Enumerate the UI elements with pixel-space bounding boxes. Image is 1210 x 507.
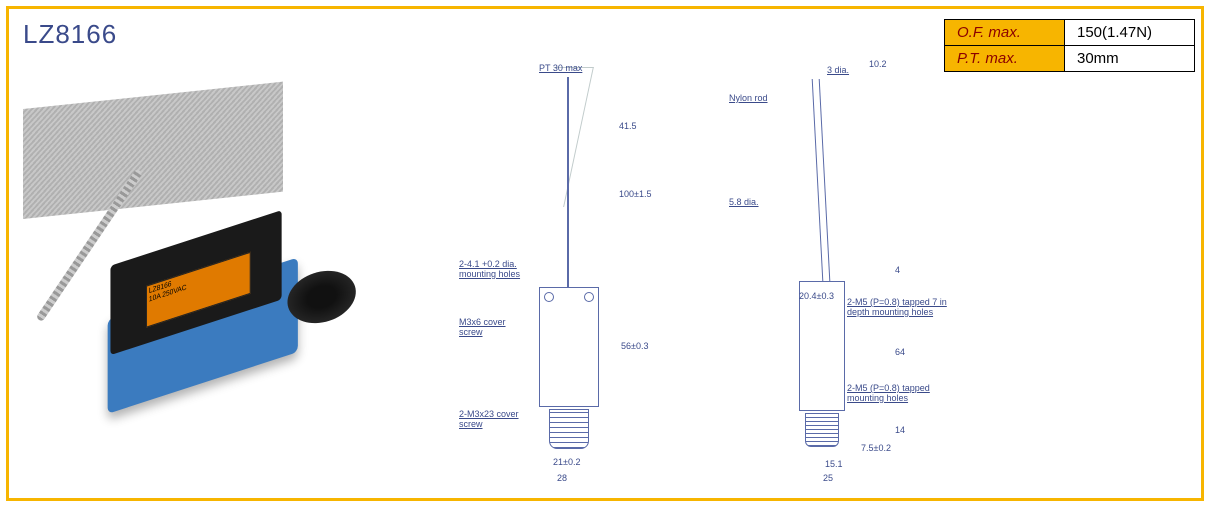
spec-label-pt: P.T. max. bbox=[945, 46, 1065, 72]
body-outline bbox=[539, 287, 599, 407]
dim-25: 25 bbox=[823, 473, 833, 483]
dim-pt-max: PT 30 max bbox=[539, 63, 582, 73]
dim-28: 28 bbox=[557, 473, 567, 483]
spec-table: O.F. max. 150(1.47N) P.T. max. 30mm bbox=[944, 19, 1195, 72]
dim-m3x6: M3x6 cover screw bbox=[459, 317, 529, 337]
photo-background-cable bbox=[23, 82, 283, 219]
dim-10-2: 10.2 bbox=[869, 59, 887, 69]
spec-value-of: 150(1.47N) bbox=[1065, 20, 1195, 46]
dim-m3x23: 2-M3x23 cover screw bbox=[459, 409, 529, 429]
datasheet-frame: LZ8166 O.F. max. 150(1.47N) P.T. max. 30… bbox=[6, 6, 1204, 501]
table-row: O.F. max. 150(1.47N) bbox=[945, 20, 1195, 46]
dim-56: 56±0.3 bbox=[621, 341, 648, 351]
dim-15-1: 15.1 bbox=[825, 459, 843, 469]
dim-mounting-holes: 2-4.1 +0.2 dia. mounting holes bbox=[459, 259, 549, 279]
limit-switch-illustration: LZ8166 10A 250VAC bbox=[75, 199, 331, 410]
dim-100: 100±1.5 bbox=[619, 189, 651, 199]
side-view-drawing: 3 dia. 10.2 Nylon rod 5.8 dia. 20.4±0.3 … bbox=[719, 59, 939, 479]
front-view-drawing: PT 30 max 41.5 100±1.5 2-4.1 +0.2 dia. m… bbox=[479, 59, 679, 479]
product-photo: LZ8166 10A 250VAC bbox=[23, 109, 423, 429]
dim-41-5: 41.5 bbox=[619, 121, 637, 131]
dim-14: 14 bbox=[895, 425, 905, 435]
dim-7-5: 7.5±0.2 bbox=[861, 443, 891, 453]
spec-label-of: O.F. max. bbox=[945, 20, 1065, 46]
side-coil-outline bbox=[805, 413, 839, 447]
dim-5-8dia: 5.8 dia. bbox=[729, 197, 759, 207]
rod-line bbox=[567, 77, 569, 287]
dim-21: 21±0.2 bbox=[553, 457, 580, 467]
dim-3dia: 3 dia. bbox=[827, 65, 849, 75]
part-number-title: LZ8166 bbox=[23, 19, 117, 50]
rod-flex-lines bbox=[524, 67, 594, 207]
dim-tapped-2: 2-M5 (P=0.8) tapped mounting holes bbox=[847, 383, 957, 403]
coil-outline bbox=[549, 409, 589, 449]
side-rod-line bbox=[812, 79, 831, 281]
technical-drawings: PT 30 max 41.5 100±1.5 2-4.1 +0.2 dia. m… bbox=[439, 59, 939, 489]
spec-value-pt: 30mm bbox=[1065, 46, 1195, 72]
dim-4: 4 bbox=[895, 265, 900, 275]
dim-64: 64 bbox=[895, 347, 905, 357]
table-row: P.T. max. 30mm bbox=[945, 46, 1195, 72]
dim-tapped-1: 2-M5 (P=0.8) tapped 7 in depth mounting … bbox=[847, 297, 957, 317]
label-nylon-rod: Nylon rod bbox=[729, 93, 768, 103]
dim-20-4: 20.4±0.3 bbox=[799, 291, 834, 301]
